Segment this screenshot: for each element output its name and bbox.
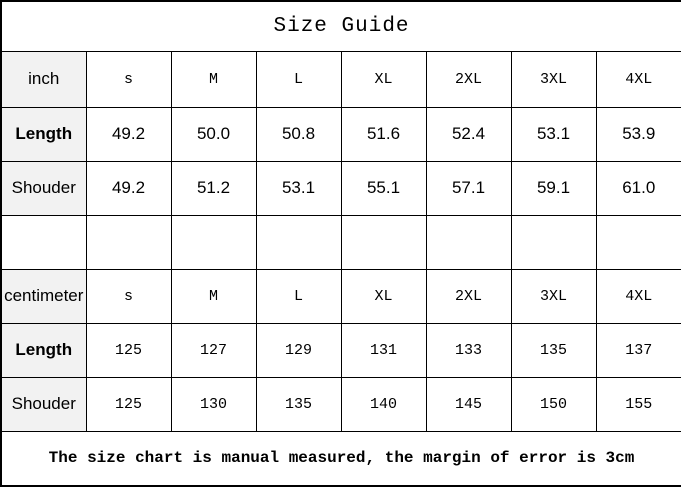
title-row: Size Guide (0, 0, 681, 52)
value-cell: 127 (170, 322, 257, 378)
row-label-shoulder: Shouder (0, 160, 87, 216)
empty-cell (170, 214, 257, 270)
size-header-cell: 2XL (425, 268, 512, 324)
spacer-row (0, 214, 681, 270)
size-header-cell: s (85, 268, 172, 324)
footer-row: The size chart is manual measured, the m… (0, 430, 681, 487)
value-cell: 135 (510, 322, 597, 378)
size-header-cell: 2XL (425, 50, 512, 108)
unit-cell-centimeter: centimeter (0, 268, 87, 324)
centimeter-shoulder-row: Shouder 125 130 135 140 145 150 155 (0, 376, 681, 432)
size-header-cell: XL (340, 50, 427, 108)
size-header-cell: 4XL (595, 50, 681, 108)
size-header-cell: 4XL (595, 268, 681, 324)
row-label-length: Length (0, 106, 87, 162)
value-cell: 55.1 (340, 160, 427, 216)
size-header-cell: L (255, 50, 342, 108)
empty-cell (595, 214, 681, 270)
value-cell: 49.2 (85, 106, 172, 162)
value-cell: 57.1 (425, 160, 512, 216)
centimeter-length-row: Length 125 127 129 131 133 135 137 (0, 322, 681, 378)
inch-size-header-row: inch s M L XL 2XL 3XL 4XL (0, 50, 681, 108)
inch-shoulder-row: Shouder 49.2 51.2 53.1 55.1 57.1 59.1 61… (0, 160, 681, 216)
value-cell: 140 (340, 376, 427, 432)
size-header-cell: M (170, 50, 257, 108)
value-cell: 131 (340, 322, 427, 378)
size-header-cell: s (85, 50, 172, 108)
value-cell: 129 (255, 322, 342, 378)
size-header-cell: 3XL (510, 268, 597, 324)
value-cell: 49.2 (85, 160, 172, 216)
value-cell: 53.9 (595, 106, 681, 162)
page-title: Size Guide (0, 0, 681, 52)
value-cell: 155 (595, 376, 681, 432)
value-cell: 135 (255, 376, 342, 432)
value-cell: 53.1 (510, 106, 597, 162)
centimeter-size-header-row: centimeter s M L XL 2XL 3XL 4XL (0, 268, 681, 324)
empty-cell (0, 214, 87, 270)
size-header-cell: XL (340, 268, 427, 324)
empty-cell (85, 214, 172, 270)
empty-cell (425, 214, 512, 270)
empty-cell (255, 214, 342, 270)
empty-cell (340, 214, 427, 270)
value-cell: 59.1 (510, 160, 597, 216)
size-header-cell: L (255, 268, 342, 324)
row-label-length: Length (0, 322, 87, 378)
unit-cell-inch: inch (0, 50, 87, 108)
value-cell: 61.0 (595, 160, 681, 216)
value-cell: 125 (85, 376, 172, 432)
value-cell: 145 (425, 376, 512, 432)
value-cell: 125 (85, 322, 172, 378)
inch-length-row: Length 49.2 50.0 50.8 51.6 52.4 53.1 53.… (0, 106, 681, 162)
value-cell: 137 (595, 322, 681, 378)
footer-note: The size chart is manual measured, the m… (0, 430, 681, 487)
value-cell: 52.4 (425, 106, 512, 162)
value-cell: 53.1 (255, 160, 342, 216)
empty-cell (510, 214, 597, 270)
value-cell: 51.6 (340, 106, 427, 162)
size-header-cell: 3XL (510, 50, 597, 108)
value-cell: 150 (510, 376, 597, 432)
row-label-shoulder: Shouder (0, 376, 87, 432)
value-cell: 50.8 (255, 106, 342, 162)
value-cell: 133 (425, 322, 512, 378)
value-cell: 51.2 (170, 160, 257, 216)
value-cell: 50.0 (170, 106, 257, 162)
value-cell: 130 (170, 376, 257, 432)
size-header-cell: M (170, 268, 257, 324)
